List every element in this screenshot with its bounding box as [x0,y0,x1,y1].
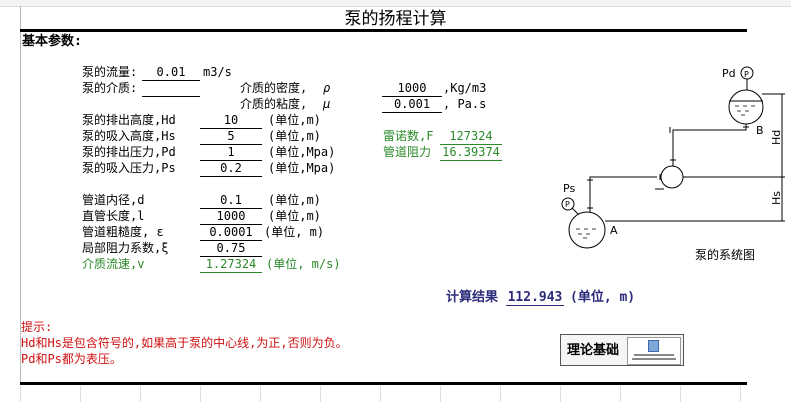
pipe-unit-d: (单位,m) [268,193,321,207]
density-unit: ,Kg/m3 [443,81,487,95]
tips-line-1: Hd和Hs是包含符号的,如果高于泵的中心线,为正,否则为负。 [21,336,348,350]
ps-label: Ps [563,182,575,195]
medium-label: 泵的介质: [82,81,138,95]
viscosity-input[interactable]: 0.001 [382,97,442,113]
param-label-hd: 泵的排出高度,Hd [82,113,176,127]
pipe-label-d: 管道内径,d [82,193,145,207]
point-b-label: B [756,124,764,137]
hs-label: Hs [770,191,783,205]
viscosity-label: 介质的粘度, [240,97,308,111]
piping [589,93,783,222]
reynolds-value: 127324 [440,129,502,145]
column-header-strip [0,0,791,7]
param-label-ps: 泵的吸入压力,Ps [82,161,176,175]
viscosity-unit: , Pa.s [443,97,487,111]
gauge-p-label: P [744,70,749,79]
result-label: 计算结果 [446,290,499,305]
title-divider [20,29,747,32]
param-input-hd[interactable]: 10 [200,113,262,129]
resistance-value: 16.39374 [440,145,502,161]
gauge-p-label-2: P [565,200,570,209]
theory-button-label: 理论基础 [567,343,620,358]
bottom-divider [20,382,747,385]
result-value: 112.943 [506,290,564,306]
pump [655,165,684,190]
point-a-label: A [610,224,618,237]
hd-label: Hd [770,130,783,145]
gridlines [20,386,747,402]
param-input-ps[interactable]: 0.2 [200,161,262,177]
theory-button[interactable]: 理论基础 [560,334,684,366]
flow-unit: m3/s [203,65,232,79]
pipe-label-xi: 局部阻力系数,ξ [82,241,169,255]
reynolds-label: 雷诺数,F [383,129,434,143]
pipe-unit-l: (单位,m) [268,209,321,223]
pipe-ticks [587,93,785,222]
pd-label: Pd [722,67,736,80]
tips-line-2: Pd和Ps都为表压。 [21,352,122,366]
section-label: 基本参数: [22,34,82,49]
flow-input[interactable]: 0.01 [142,65,200,81]
param-label-pd: 泵的排出压力,Pd [82,145,176,159]
viscosity-symbol: μ [323,97,331,111]
param-unit-hs: (单位,m) [268,129,321,143]
pipe-label-roughness: 管道粗糙度, ε [82,225,164,239]
tank-a [568,211,606,249]
result-unit: (单位, m) [570,290,636,305]
page-title: 泵的扬程计算 [344,9,447,29]
document-icon [627,337,681,365]
pipe-input-d[interactable]: 0.1 [200,193,262,209]
left-border [20,6,21,384]
param-unit-hd: (单位,m) [268,113,321,127]
param-label-hs: 泵的吸入高度,Hs [82,129,176,143]
velocity-label: 介质流速,v [82,257,145,271]
pipe-input-l[interactable]: 1000 [200,209,262,225]
param-unit-ps: (单位,Mpa) [268,161,336,175]
resistance-label: 管道阻力 [383,145,432,159]
density-input[interactable]: 1000 [382,81,442,97]
tips-title: 提示: [21,320,53,334]
velocity-unit: (单位, m/s) [266,257,341,271]
param-input-hs[interactable]: 5 [200,129,262,145]
param-input-pd[interactable]: 1 [200,145,262,161]
pipe-input-roughness[interactable]: 0.0001 [200,225,262,241]
param-unit-pd: (单位,Mpa) [268,145,336,159]
pump-system-diagram: Pd P B P Ps A Hd Hs 泵的系统图 [561,66,785,262]
pressure-gauge-ps [561,197,579,215]
pipe-input-xi[interactable]: 0.75 [200,241,262,257]
tank-b [728,89,764,125]
diagram-caption: 泵的系统图 [695,247,755,262]
velocity-value: 1.27324 [200,257,262,273]
density-label: 介质的密度, [240,81,308,95]
pipe-unit-roughness: (单位, m) [264,225,325,239]
pressure-gauge-pd [740,66,754,90]
density-symbol: ρ [323,81,331,95]
flow-label: 泵的流量: [82,65,138,79]
medium-input[interactable] [142,81,200,97]
pipe-label-l: 直管长度,l [82,209,145,223]
